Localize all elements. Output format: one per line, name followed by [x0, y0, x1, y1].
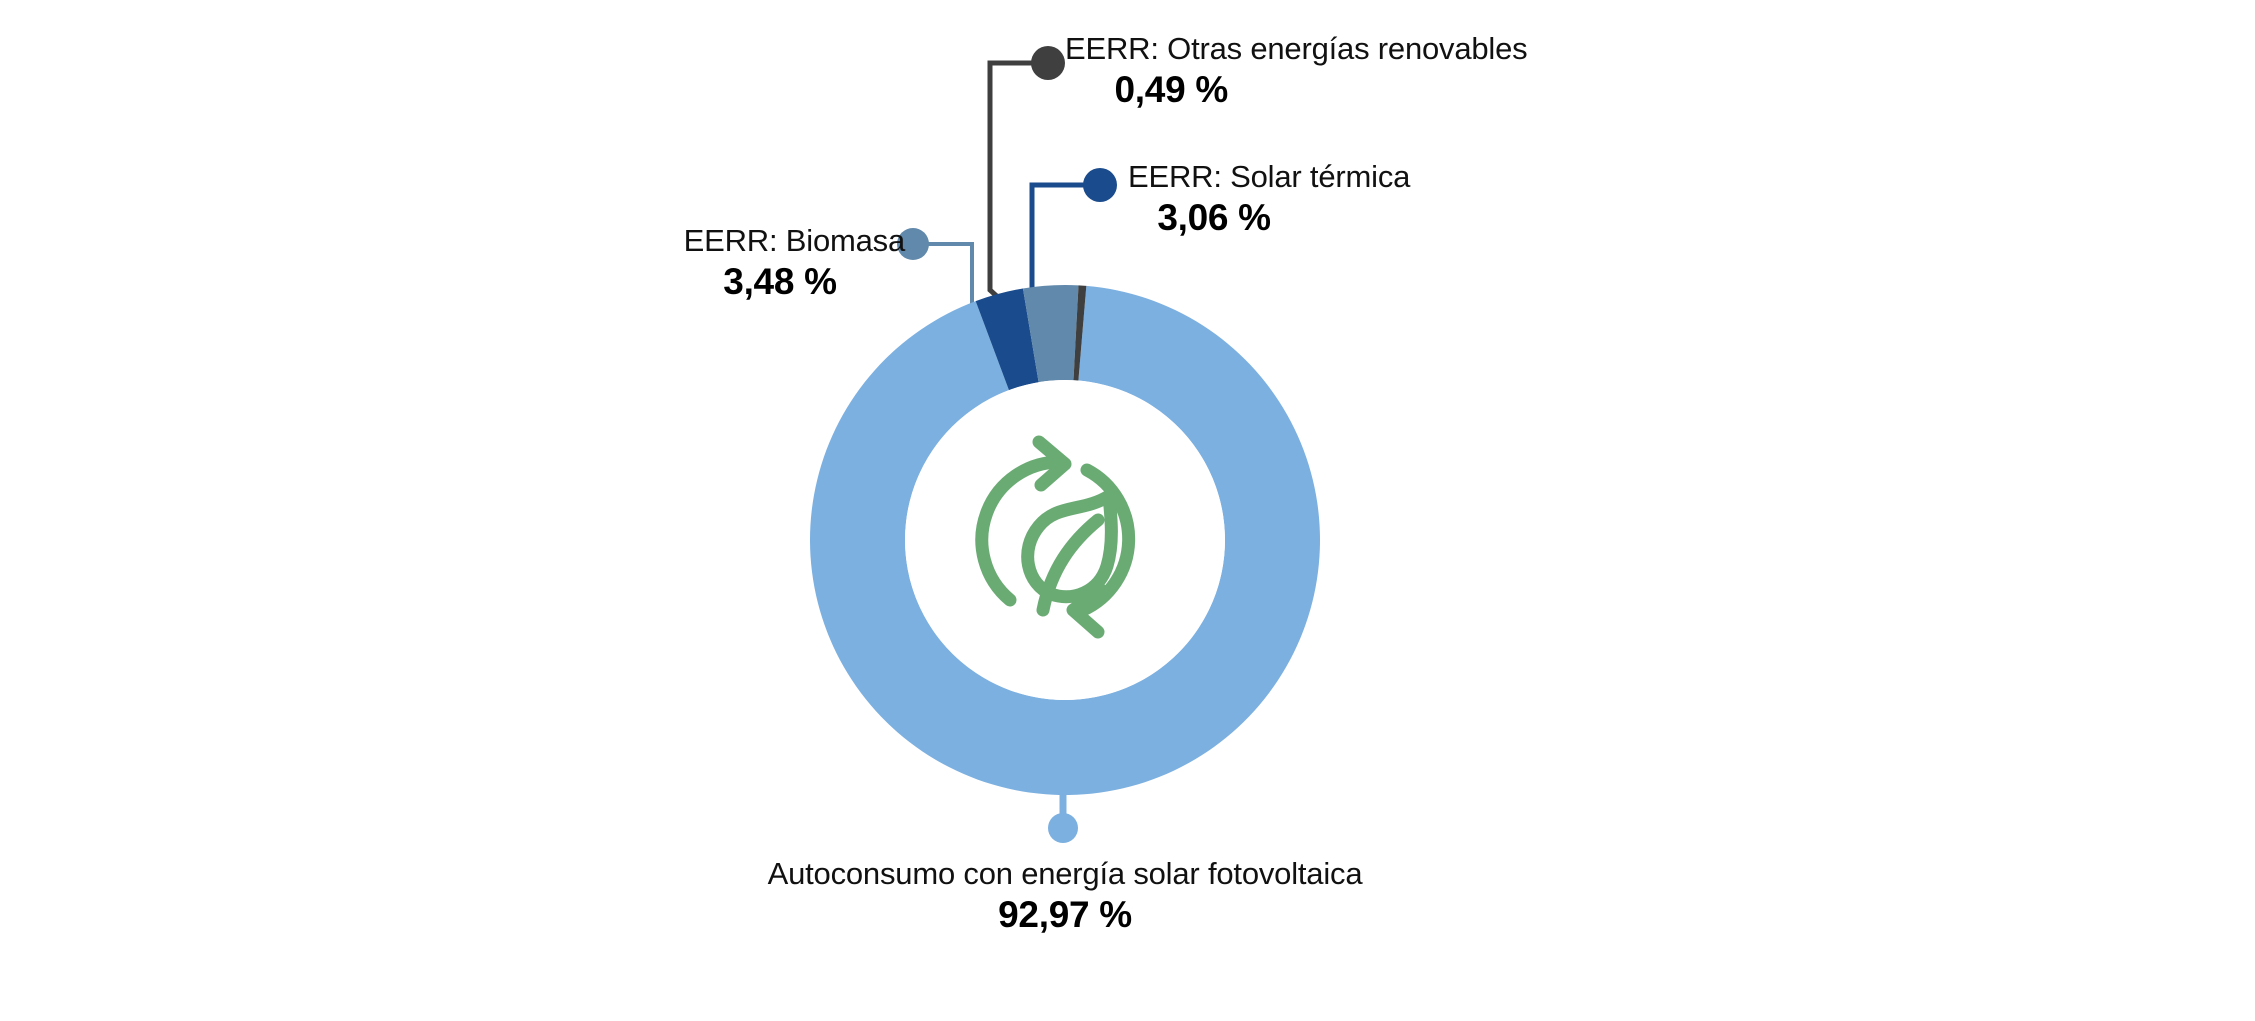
dot-solar-termica[interactable] — [1083, 168, 1117, 202]
callout-biomasa-label: EERR: Biomasa — [683, 223, 906, 258]
callout-autoconsumo-label: Autoconsumo con energía solar fotovoltai… — [767, 856, 1363, 891]
dot-autoconsumo[interactable] — [1048, 813, 1078, 843]
callout-otras-label: EERR: Otras energías renovables — [1065, 31, 1528, 66]
callout-autoconsumo: Autoconsumo con energía solar fotovoltai… — [735, 855, 1395, 937]
callout-biomasa: EERR: Biomasa 3,48 % — [660, 222, 906, 304]
callout-otras: EERR: Otras energías renovables 0,49 % — [1065, 30, 1528, 112]
dot-biomasa[interactable] — [897, 228, 929, 260]
leader-line-solar-termica — [1029, 182, 1085, 295]
callout-otras-value: 0,49 % — [1114, 69, 1229, 110]
donut-slice-biomasa-shape[interactable] — [1073, 285, 1087, 381]
callout-biomasa-value: 3,48 % — [723, 261, 837, 302]
donut-hole — [905, 380, 1225, 700]
callout-solar-termica-label: EERR: Solar térmica — [1128, 159, 1411, 194]
recycle-leaf-icon — [975, 435, 1136, 639]
dot-otras[interactable] — [1031, 46, 1065, 80]
donut-slice-solar-termica[interactable] — [975, 288, 1039, 391]
donut-slice-autoconsumo[interactable] — [810, 285, 1321, 796]
callout-solar-termica: EERR: Solar térmica 3,06 % — [1128, 158, 1410, 240]
donut-ring — [810, 285, 1321, 796]
callout-solar-termica-value: 3,06 % — [1157, 197, 1271, 238]
callout-autoconsumo-value: 92,97 % — [998, 894, 1132, 935]
callout-dots — [897, 46, 1117, 843]
donut-slice-otras[interactable] — [1022, 285, 1079, 383]
leader-line-biomasa — [928, 242, 974, 318]
